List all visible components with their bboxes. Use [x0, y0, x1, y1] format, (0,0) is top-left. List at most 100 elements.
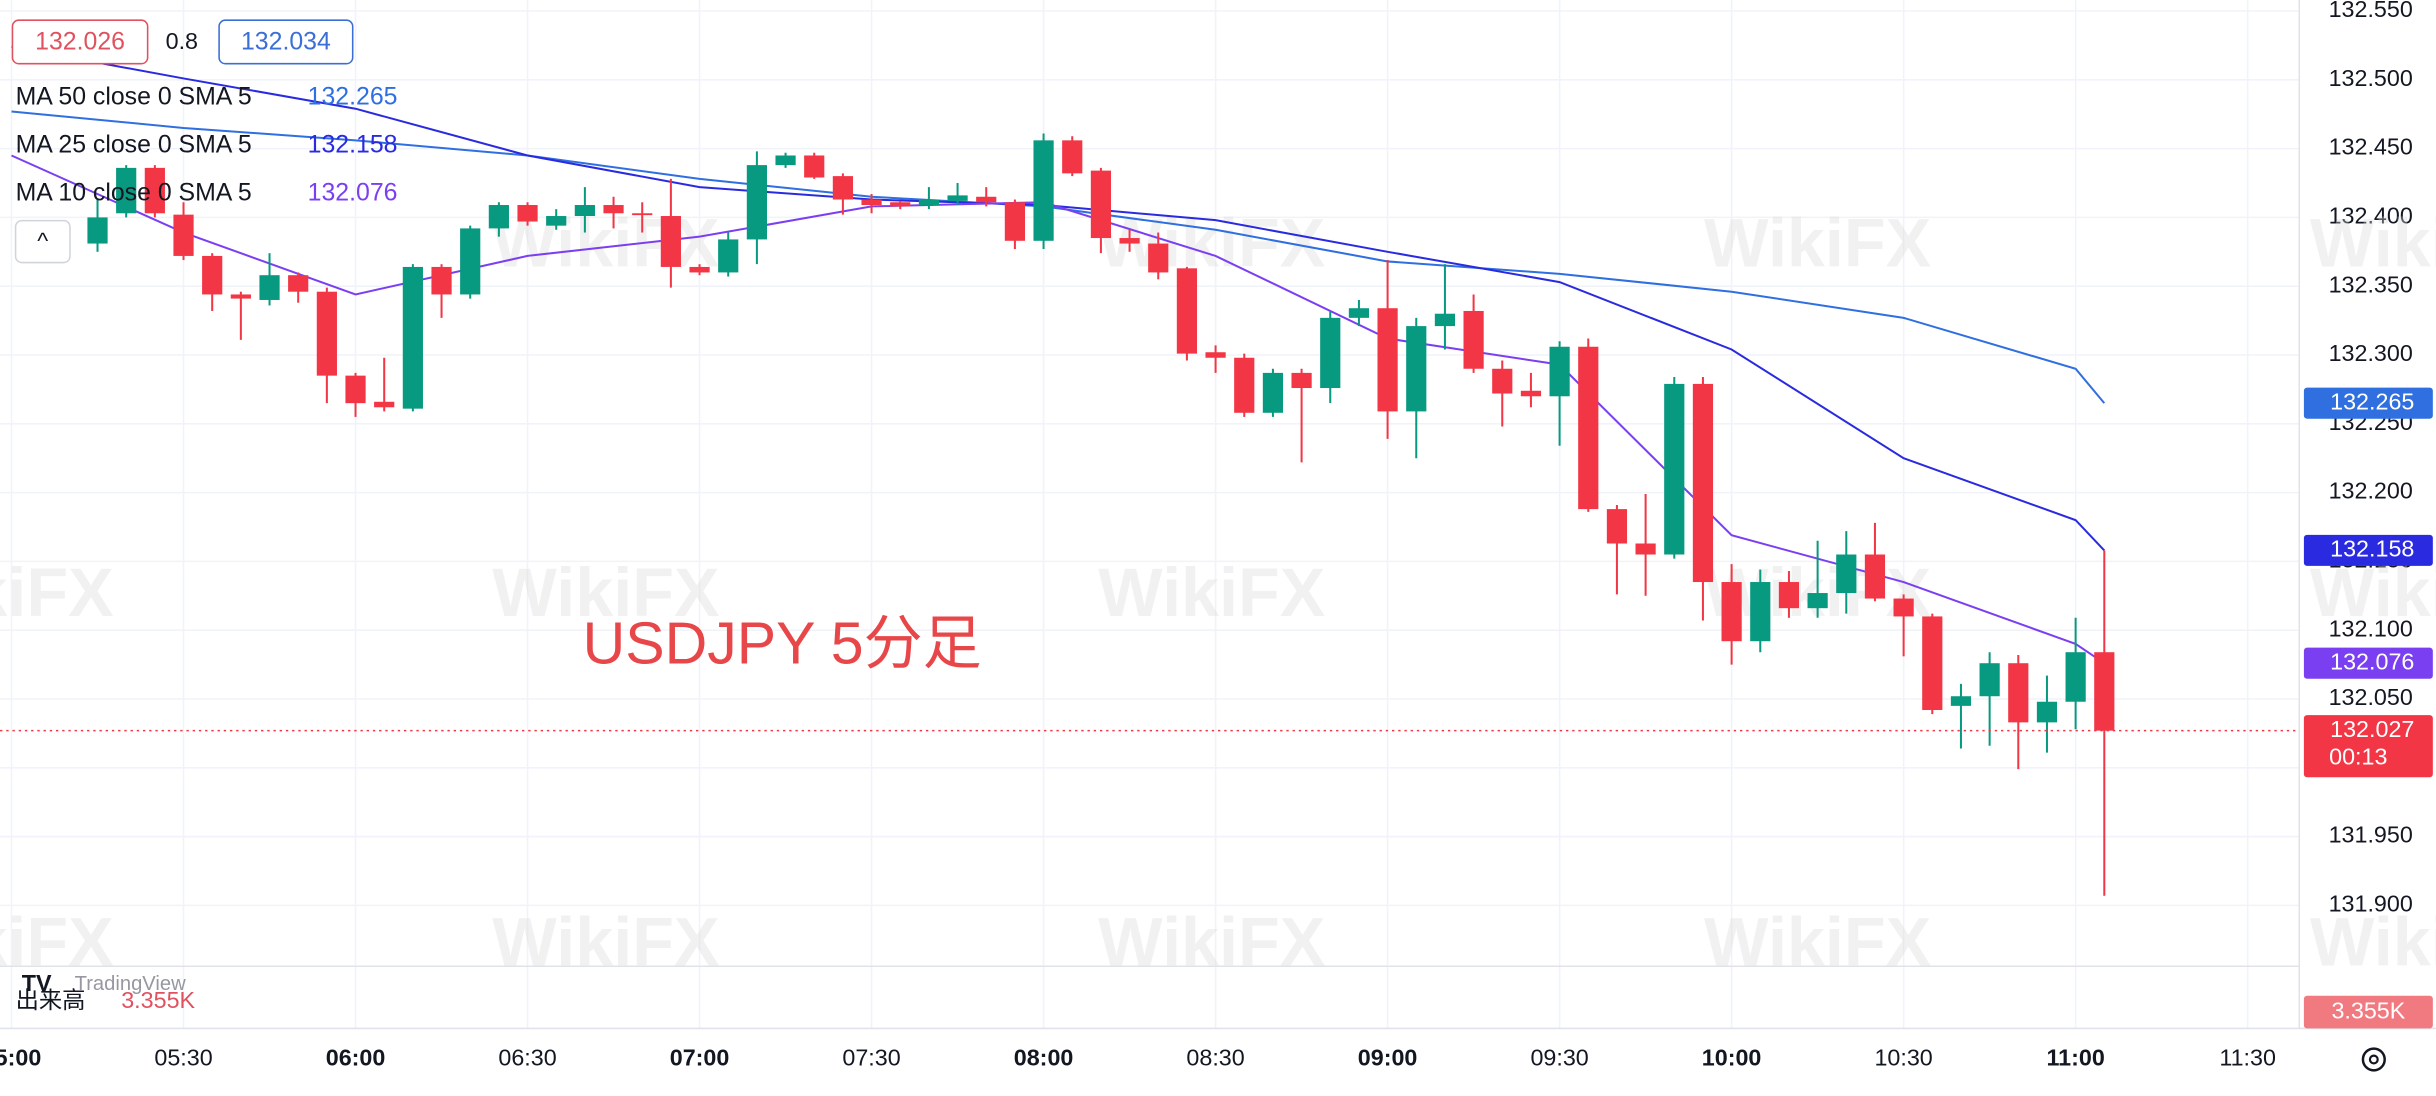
legend-value[interactable]: 132.158 [308, 132, 398, 159]
candle-body [1033, 140, 1054, 241]
candle-body [1578, 346, 1599, 510]
legend-value[interactable]: 132.265 [308, 83, 398, 110]
x-tick-label: 08:30 [1186, 1045, 1244, 1071]
x-tick-label: 09:30 [1530, 1045, 1588, 1071]
chart-title: USDJPY 5分足 [583, 610, 982, 676]
series-value-box [2303, 647, 2433, 679]
series-value-axis-label: 132.076 [2330, 648, 2414, 674]
watermark: WikiFX [1098, 905, 1325, 981]
candle-body [1406, 326, 1427, 412]
candle-body [775, 155, 796, 166]
legend-name[interactable]: MA 50 close 0 SMA 5 [16, 83, 252, 110]
watermark: WikiFX [492, 905, 719, 981]
series-value-axis-label: 132.265 [2330, 388, 2414, 414]
x-tick-label: 08:00 [1014, 1045, 1074, 1071]
candle-body [1463, 310, 1484, 369]
legend-value[interactable]: 132.076 [308, 180, 398, 207]
x-tick-label: 05:30 [154, 1045, 212, 1071]
ask[interactable]: 132.034 [241, 28, 331, 55]
candle-body [804, 155, 825, 178]
volume-title: 出来高 [16, 987, 86, 1013]
candle-body [316, 291, 337, 376]
collapse-button[interactable] [14, 219, 71, 264]
last-price-box [2303, 715, 2433, 778]
ask-box[interactable] [218, 19, 354, 65]
settings-icon[interactable] [2361, 1047, 2386, 1072]
watermark: WikiFX [2310, 555, 2436, 631]
watermark: WikiFX [0, 905, 114, 981]
candle-body [603, 205, 624, 214]
candle-body [1635, 543, 1656, 555]
volume-value: 3.355K [121, 987, 195, 1013]
candle-body [374, 401, 395, 408]
bid[interactable]: 132.026 [35, 28, 125, 55]
candle-body [861, 199, 882, 206]
candle-body [1148, 243, 1169, 273]
candle-body [2008, 663, 2029, 723]
y-tick-label: 131.900 [2329, 891, 2413, 917]
candle-body [1807, 593, 1828, 609]
candle-body [632, 213, 653, 216]
candle-body [1234, 357, 1255, 413]
legend-name[interactable]: MA 10 close 0 SMA 5 [16, 180, 252, 207]
candle-body [1606, 509, 1628, 544]
candle-body [1176, 268, 1198, 354]
gear-hub[interactable] [2368, 1054, 2379, 1065]
candle-body [1119, 238, 1140, 244]
countdown: 00:13 [2329, 744, 2387, 770]
candle-body [976, 196, 997, 203]
candle-body [1721, 582, 1742, 642]
legend-name[interactable]: MA 25 close 0 SMA 5 [16, 132, 252, 159]
watermark: WikiFX [1704, 905, 1931, 981]
volume-box [2303, 995, 2433, 1029]
watermark: WikiFX [2310, 905, 2436, 981]
candle-body [1434, 313, 1456, 327]
candle-body [460, 228, 481, 295]
candle-body [2094, 652, 2115, 731]
candle-body [918, 199, 939, 206]
x-tick-label: 09:00 [1358, 1045, 1418, 1071]
watermark: WikiFX [2310, 206, 2436, 282]
candles [87, 133, 2115, 896]
x-tick-label: 07:00 [670, 1045, 730, 1071]
watermark: WikiFX [1704, 206, 1931, 282]
x-tick-label: 06:30 [498, 1045, 556, 1071]
candle-body [1377, 308, 1398, 412]
logo-mark: TV [22, 970, 52, 996]
collapse-icon[interactable]: ^ [37, 228, 48, 254]
candle-body [832, 176, 853, 200]
watermark: WikiFX [0, 555, 114, 631]
candle-body [431, 266, 452, 295]
y-tick-label: 132.550 [2329, 0, 2413, 22]
candle-body [1549, 346, 1570, 397]
y-tick-label: 132.450 [2329, 134, 2413, 160]
candle-body [202, 255, 223, 295]
candle-body [1492, 368, 1513, 394]
candle-body [345, 375, 366, 404]
candle-body [1520, 390, 1542, 397]
candle-body [1979, 663, 2000, 697]
x-tick-label: 07:30 [842, 1045, 900, 1071]
y-tick-label: 132.350 [2329, 271, 2413, 297]
x-tick-label: 05:00 [0, 1045, 41, 1071]
y-tick-label: 132.300 [2329, 340, 2413, 366]
series-value-box [2303, 387, 2433, 419]
y-tick-label: 132.400 [2329, 203, 2413, 229]
candle-body [173, 214, 194, 256]
candle-body [1291, 372, 1312, 389]
candle-body [1320, 317, 1341, 389]
candle-body [402, 266, 423, 409]
bid-box[interactable] [11, 19, 149, 65]
candle-body [259, 275, 280, 300]
candle-body [1692, 383, 1714, 583]
candle-body [1062, 140, 1083, 174]
x-tick-label: 11:30 [2219, 1045, 2276, 1071]
gear-ring[interactable] [2361, 1047, 2386, 1072]
x-tick-label: 06:00 [326, 1045, 386, 1071]
candle-body [1348, 308, 1370, 318]
candle-body [1004, 202, 1026, 241]
logo: TradingView [75, 973, 187, 995]
y-tick-label: 131.950 [2329, 822, 2413, 848]
